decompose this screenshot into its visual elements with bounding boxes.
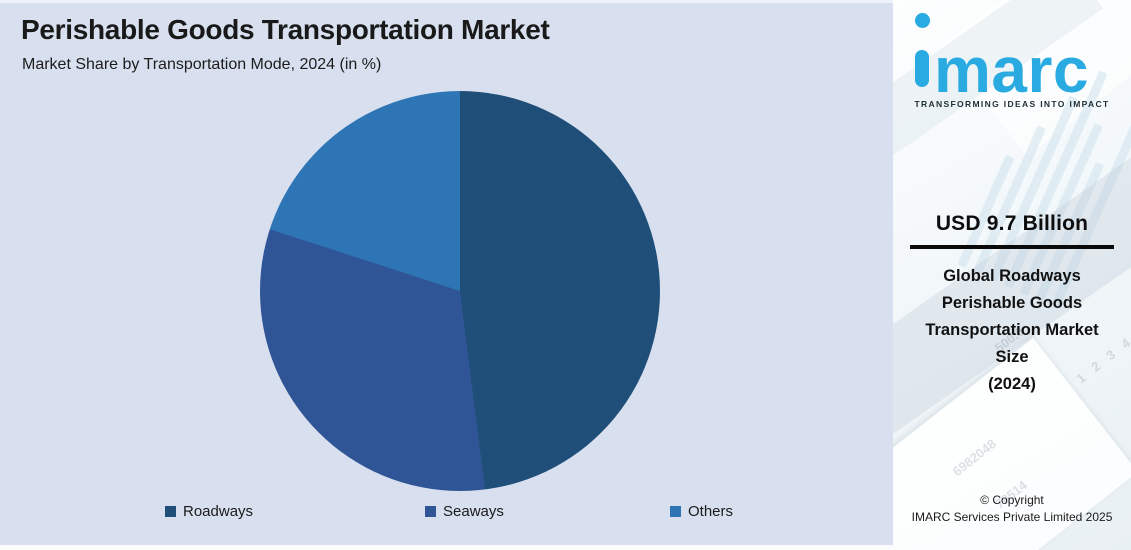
copyright-line1: © Copyright [980, 493, 1044, 507]
legend-item-others: Others [670, 502, 733, 520]
page-title: Perishable Goods Transportation Market [21, 14, 550, 45]
imarc-logo: marc [906, 10, 1118, 102]
copyright-line2: IMARC Services Private Limited 2025 [911, 510, 1113, 524]
description-line: Transportation Market [925, 321, 1099, 339]
top-edge-strip [0, 0, 893, 3]
legend-item-seaways: Seaways [425, 502, 504, 520]
legend-label-roadways: Roadways [183, 502, 254, 520]
legend-label-seaways: Seaways [443, 502, 504, 520]
chart-subtitle: Market Share by Transportation Mode, 202… [22, 56, 382, 73]
legend-item-roadways: Roadways [165, 502, 253, 520]
legend-swatch-roadways [165, 505, 176, 517]
description-line: Global Roadways [943, 267, 1081, 285]
divider-rule [910, 245, 1114, 249]
logo-tagline: TRANSFORMING IDEAS INTO IMPACT [914, 99, 1110, 109]
copyright: © Copyright IMARC Services Private Limit… [893, 492, 1131, 526]
imarc-logo-text: marc [934, 34, 1089, 106]
market-size-value: USD 9.7 Billion [935, 212, 1089, 235]
sidebar: 6982048 78514 500.0 1 2 3 4 marc TRANSFO… [893, 0, 1131, 550]
legend-label-others: Others [688, 502, 734, 520]
pie-chart [260, 91, 660, 491]
legend-swatch-seaways [425, 505, 436, 517]
market-size-description: Global Roadways Perishable Goods Transpo… [893, 263, 1131, 398]
description-line: Size [995, 348, 1029, 366]
legend-swatch-others [670, 505, 681, 517]
description-line: (2024) [988, 375, 1036, 393]
imarc-logo-dot-icon [915, 13, 930, 28]
bottom-edge-strip [0, 545, 893, 550]
imarc-logo-i-stem [915, 50, 929, 87]
description-line: Perishable Goods [941, 294, 1083, 312]
